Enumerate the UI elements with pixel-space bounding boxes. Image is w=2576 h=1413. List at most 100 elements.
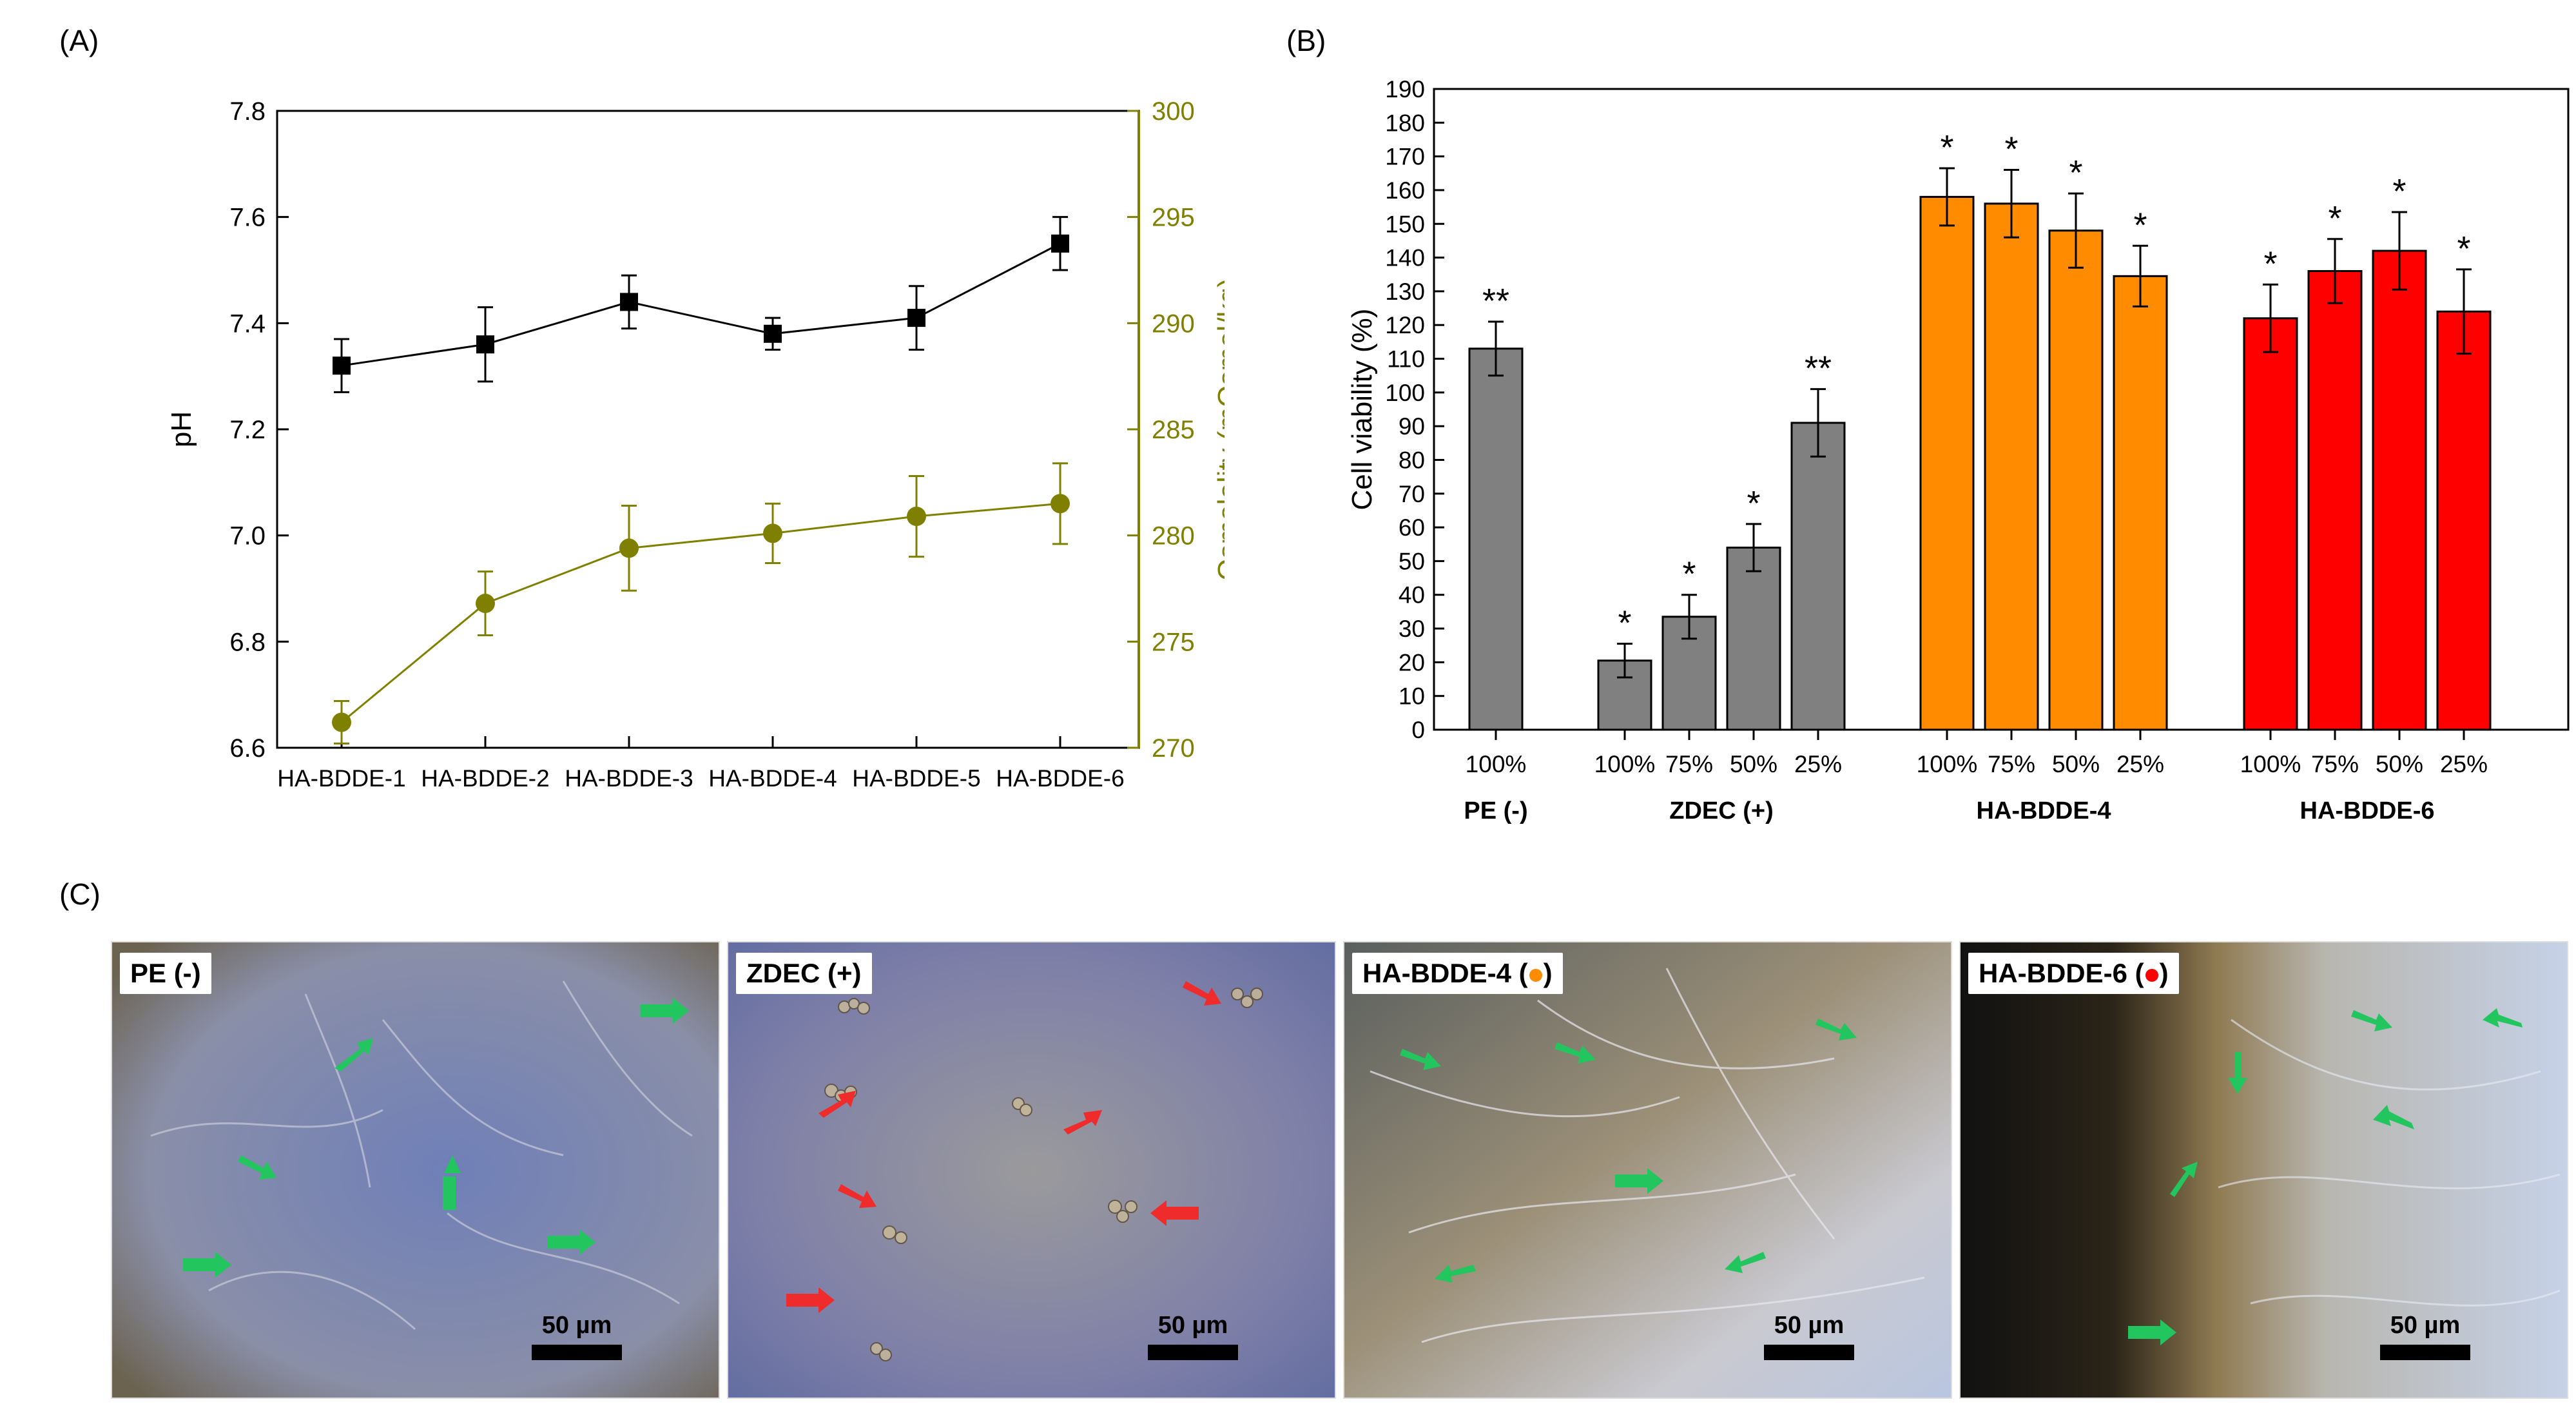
y-tick-label: 7.0: [229, 522, 266, 551]
y-tick-label: 100: [1385, 380, 1425, 406]
data-point-square: [620, 293, 638, 311]
data-point-circle: [332, 712, 351, 732]
x-tick-label: HA-BDDE-1: [277, 765, 405, 792]
data-point-square: [907, 309, 925, 327]
panel-a-label: (A): [59, 24, 99, 57]
scale-bar: [532, 1345, 622, 1360]
y-tick-label: 40: [1399, 582, 1425, 609]
x-tick-label: HA-BDDE-4: [708, 765, 837, 792]
bar-label: 50%: [2052, 751, 2100, 777]
bar: [2243, 317, 2298, 731]
y-tick-label: 7.4: [229, 309, 266, 338]
micrograph-zdec: ZDEC (+) 50 µm: [727, 941, 1336, 1399]
micrograph-zdec-label: ZDEC (+): [736, 953, 872, 994]
y-tick-label: 6.6: [229, 734, 266, 763]
micrograph-ha4-image: [1344, 942, 1951, 1398]
x-tick-label: HA-BDDE-2: [421, 765, 549, 792]
y-tick-label: 130: [1385, 278, 1425, 305]
significance-mark: *: [2392, 172, 2406, 211]
y-tick-label: 0: [1411, 717, 1425, 743]
plot-frame: [1433, 88, 2570, 731]
significance-mark: *: [2069, 153, 2082, 192]
y2-tick-label: 270: [1152, 734, 1195, 763]
bar-label: 25%: [2116, 751, 2164, 777]
scale-label: 50 µm: [1774, 1312, 1845, 1339]
micrograph-ha4: HA-BDDE-4 () 50 µm: [1343, 941, 1952, 1399]
significance-mark: *: [2457, 229, 2470, 268]
bar: [2307, 270, 2363, 731]
bar: [2372, 249, 2427, 731]
bar-label: 100%: [1466, 751, 1527, 777]
y-tick-label: 10: [1399, 683, 1425, 710]
scale-bar: [1764, 1345, 1854, 1360]
bar: [2436, 310, 2492, 731]
significance-mark: *: [2004, 130, 2018, 169]
y2-tick-label: 300: [1152, 97, 1195, 126]
bar: [1984, 202, 2039, 731]
orange-dot-icon: [1529, 968, 1542, 982]
y-tick-label: 80: [1399, 447, 1425, 473]
bar-label: 25%: [1794, 751, 1842, 777]
y-tick-label: 150: [1385, 211, 1425, 237]
y-tick-label: 110: [1387, 346, 1425, 373]
bar: [1919, 195, 1975, 731]
bar: [1597, 659, 1652, 731]
significance-mark: *: [2133, 206, 2147, 244]
group-label: HA-BDDE-4: [1977, 797, 2111, 824]
panel-c-label: (C): [59, 877, 101, 911]
y-tick-label: 50: [1399, 548, 1425, 574]
micrograph-ha6-label: HA-BDDE-6 (): [1968, 953, 2179, 994]
micrograph-ha4-label: HA-BDDE-4 (): [1352, 953, 1563, 994]
y2-tick-label: 290: [1152, 309, 1195, 338]
group-label: PE (-): [1464, 797, 1527, 824]
scale-bar: [2380, 1345, 2470, 1360]
bar: [1468, 347, 1524, 731]
x-tick-label: HA-BDDE-3: [565, 765, 693, 792]
plot-frame: [276, 110, 1140, 749]
y-tick-label: 7.6: [229, 204, 266, 232]
y-tick-label: 120: [1385, 312, 1425, 338]
significance-mark: **: [1482, 282, 1509, 320]
micrograph-ha6: HA-BDDE-6 () 50 µm: [1959, 941, 2568, 1399]
significance-mark: *: [1618, 604, 1631, 643]
y-tick-label: 190: [1385, 76, 1425, 102]
bar-label: 50%: [1730, 751, 1777, 777]
scale-label: 50 µm: [2390, 1312, 2461, 1339]
bar: [1790, 422, 1846, 731]
significance-mark: **: [1805, 349, 1832, 388]
bar-label: 75%: [1988, 751, 2035, 777]
data-point-circle: [763, 523, 782, 543]
x-tick-label: HA-BDDE-5: [852, 765, 980, 792]
micrograph-zdec-image: [728, 942, 1335, 1398]
micrograph-pe-label: PE (-): [120, 953, 211, 994]
y-axis-label: pH: [166, 411, 197, 447]
significance-mark: *: [1940, 128, 1953, 167]
y-tick-label: 170: [1385, 144, 1425, 170]
significance-mark: *: [1747, 484, 1760, 523]
bar: [2048, 229, 2104, 731]
y-tick-label: 160: [1385, 177, 1425, 204]
y-tick-label: 140: [1385, 245, 1425, 271]
group-label: HA-BDDE-6: [2300, 797, 2435, 824]
bar-label: 100%: [2240, 751, 2301, 777]
x-tick-label: HA-BDDE-6: [996, 765, 1124, 792]
micrograph-ha6-image: [1961, 942, 2567, 1398]
bar-label: 100%: [1594, 751, 1656, 777]
chart-a: 6.6 6.8 7.0 7.2 7.4 7.6 7.8 270 275 280 285 290 295 3…: [166, 97, 1225, 792]
bar-label: 50%: [2376, 751, 2423, 777]
data-point-circle: [907, 507, 926, 527]
significance-mark: *: [2328, 199, 2341, 238]
y2-tick-label: 275: [1152, 628, 1195, 656]
bar: [2113, 275, 2168, 731]
data-point-square: [1051, 234, 1069, 253]
data-point-square: [333, 356, 351, 375]
bar-label: 75%: [1665, 751, 1713, 777]
y-tick-label: 70: [1399, 481, 1425, 507]
y2-axis-label: Osmolality (mOsmol/kg): [1212, 278, 1225, 580]
red-dot-icon: [2145, 968, 2158, 982]
panel-b-label: (B): [1286, 24, 1326, 57]
y2-tick-label: 280: [1152, 522, 1195, 551]
y2-tick-label: 295: [1152, 204, 1195, 232]
series-line-2: [341, 502, 1061, 723]
significance-mark: *: [1682, 555, 1696, 594]
